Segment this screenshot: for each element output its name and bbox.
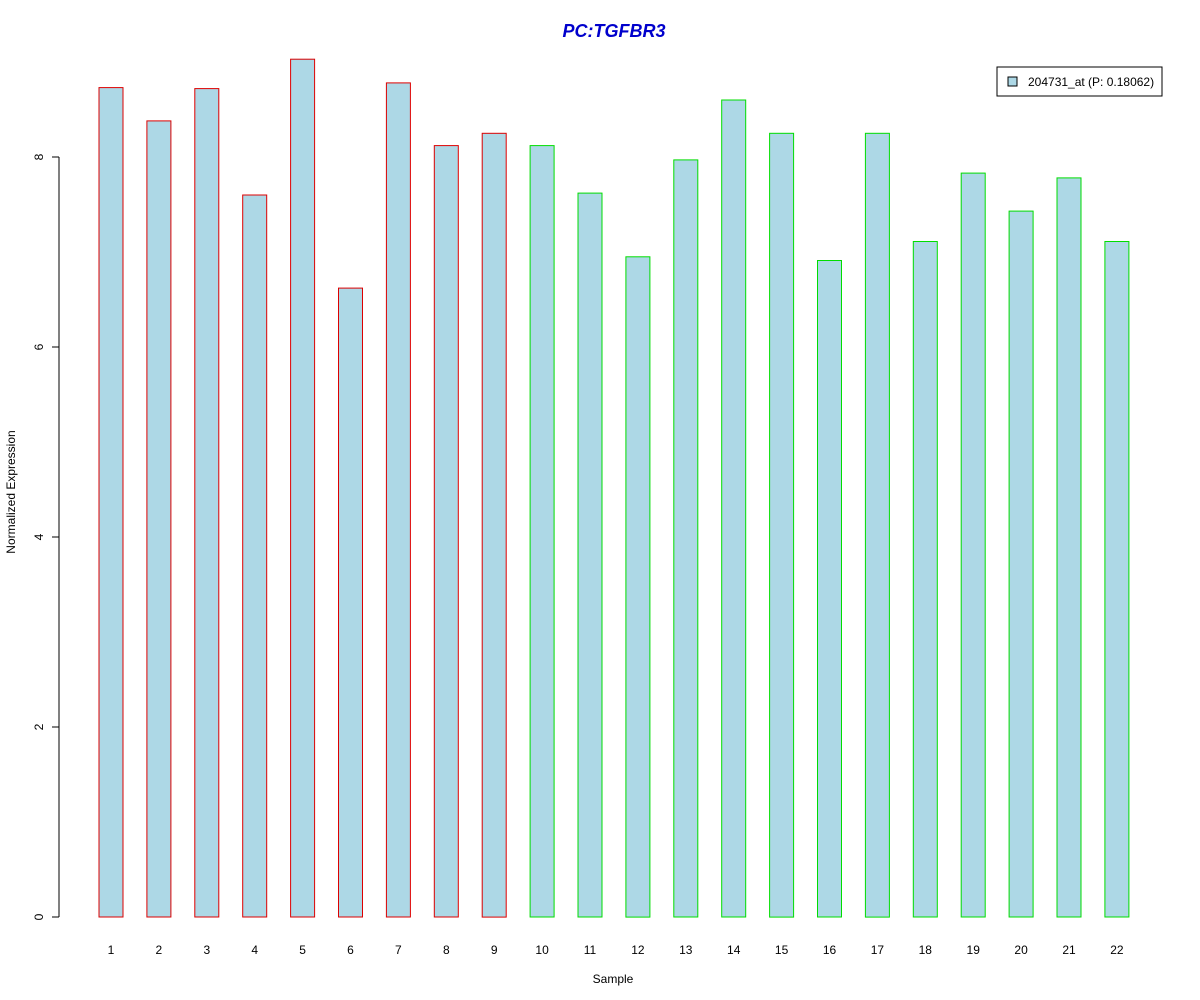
x-tick-label: 5	[299, 943, 306, 957]
x-axis-tick-labels: 1 2 3 4 5 6 7 8 9 10 11 12 13 14 15 16 17 18 19 20 21 22	[108, 943, 1124, 957]
x-tick-label: 10	[535, 943, 549, 957]
y-axis-label: Normalized Expression	[4, 430, 18, 553]
bar-sample-8	[433, 145, 459, 918]
x-tick-label: 14	[727, 943, 741, 957]
bar-sample-12	[625, 256, 651, 918]
x-tick-label: 20	[1014, 943, 1028, 957]
bar-sample-6	[338, 287, 363, 918]
x-tick-label: 19	[967, 943, 981, 957]
x-tick-label: 16	[823, 943, 837, 957]
x-tick-label: 22	[1110, 943, 1124, 957]
x-tick-label: 2	[156, 943, 163, 957]
y-tick-label: 6	[32, 343, 46, 350]
legend-swatch	[1007, 76, 1018, 87]
x-tick-label: 11	[584, 943, 597, 957]
x-tick-label: 9	[491, 943, 498, 957]
y-tick-label: 4	[32, 533, 46, 540]
x-tick-label: 8	[443, 943, 450, 957]
bar-sample-22	[1104, 241, 1130, 918]
bar-sample-2	[146, 120, 172, 918]
x-tick-label: 12	[631, 943, 645, 957]
bar-sample-16	[817, 260, 842, 918]
y-tick-label: 2	[32, 723, 46, 730]
bar-sample-1	[98, 87, 124, 918]
x-axis-label: Sample	[593, 972, 634, 986]
x-tick-label: 17	[871, 943, 885, 957]
bar-sample-4	[242, 194, 268, 918]
legend-label: 204731_at (P: 0.18062)	[1028, 75, 1154, 89]
x-tick-label: 13	[679, 943, 693, 957]
bar-sample-11	[577, 192, 603, 918]
x-tick-label: 4	[251, 943, 258, 957]
bar-sample-19	[960, 172, 986, 918]
x-tick-label: 3	[203, 943, 210, 957]
bar-sample-14	[721, 99, 747, 918]
bar-sample-21	[1056, 177, 1082, 918]
x-tick-label: 15	[775, 943, 789, 957]
bar-sample-7	[385, 82, 411, 918]
bar-sample-17	[864, 132, 890, 918]
y-tick-label: 8	[32, 153, 46, 160]
x-tick-label: 21	[1062, 943, 1076, 957]
y-axis: 0 2 4 6 8	[32, 153, 60, 920]
y-tick-label: 0	[32, 913, 46, 920]
bar-sample-3	[194, 88, 220, 918]
x-tick-label: 6	[347, 943, 354, 957]
chart-title: PC:TGFBR3	[563, 21, 666, 41]
bars	[98, 58, 1130, 918]
bar-sample-18	[912, 241, 938, 918]
bar-sample-9	[481, 132, 507, 918]
legend: 204731_at (P: 0.18062)	[996, 66, 1163, 97]
bar-sample-10	[529, 145, 555, 918]
bar-sample-5	[290, 58, 316, 918]
x-tick-label: 1	[108, 943, 115, 957]
bar-sample-15	[769, 132, 795, 918]
bar-sample-20	[1008, 210, 1034, 918]
x-tick-label: 7	[395, 943, 402, 957]
legend-box	[996, 66, 1163, 97]
bar-sample-13	[673, 159, 699, 918]
x-tick-label: 18	[919, 943, 933, 957]
